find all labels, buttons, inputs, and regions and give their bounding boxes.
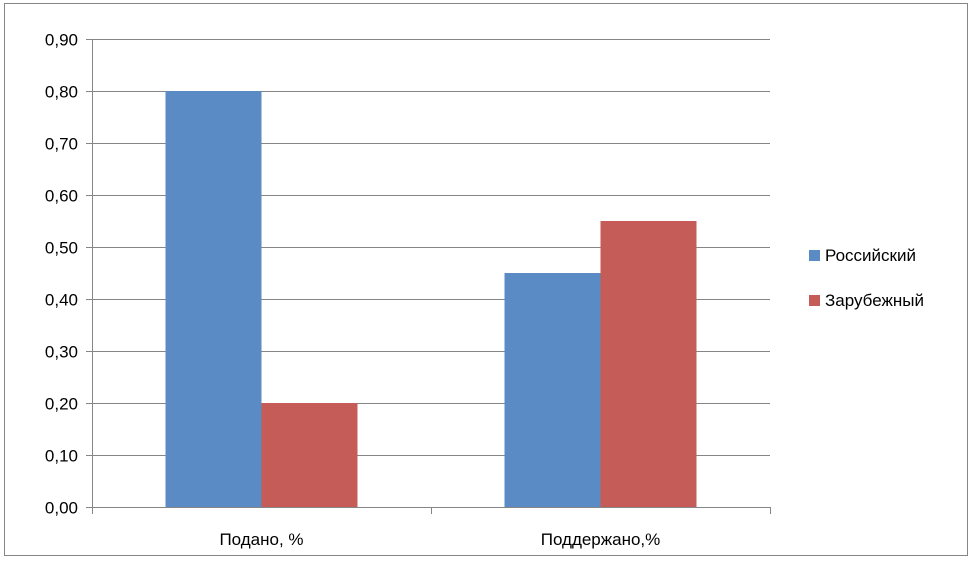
legend-swatch [809,250,820,261]
chart-frame [4,3,968,556]
y-axis-tick-labels: 0,00 0,10 0,20 0,30 0,40 0,50 0,60 0,70 0,80 0,90 [45,31,78,518]
x-category-label: Поддержано,% [541,530,661,549]
legend-swatch [809,295,820,306]
y-tick-label: 0,20 [45,395,78,414]
legend-label: Зарубежный [825,291,924,310]
bar-series-1-2 [504,273,601,507]
y-tick-label: 0,40 [45,291,78,310]
y-tick-label: 0,70 [45,135,78,154]
y-tick-label: 0,60 [45,187,78,206]
bar-series-1-1 [165,91,262,507]
y-tick-label: 0,50 [45,239,78,258]
x-axis-category-labels: Подано, % Поддержано,% [219,530,660,549]
y-tick-label: 0,80 [45,83,78,102]
bars [165,91,697,507]
y-tick-label: 0,10 [45,447,78,466]
y-tick-label: 0,90 [45,31,78,50]
y-tick-label: 0,30 [45,343,78,362]
x-category-label: Подано, % [219,530,303,549]
bar-series-2-2 [600,221,697,507]
legend-label: Российский [825,246,916,265]
legend: Российский Зарубежный [809,246,924,310]
bar-series-2-1 [261,403,358,507]
axes [92,39,771,514]
y-tick-label: 0,00 [45,499,78,518]
